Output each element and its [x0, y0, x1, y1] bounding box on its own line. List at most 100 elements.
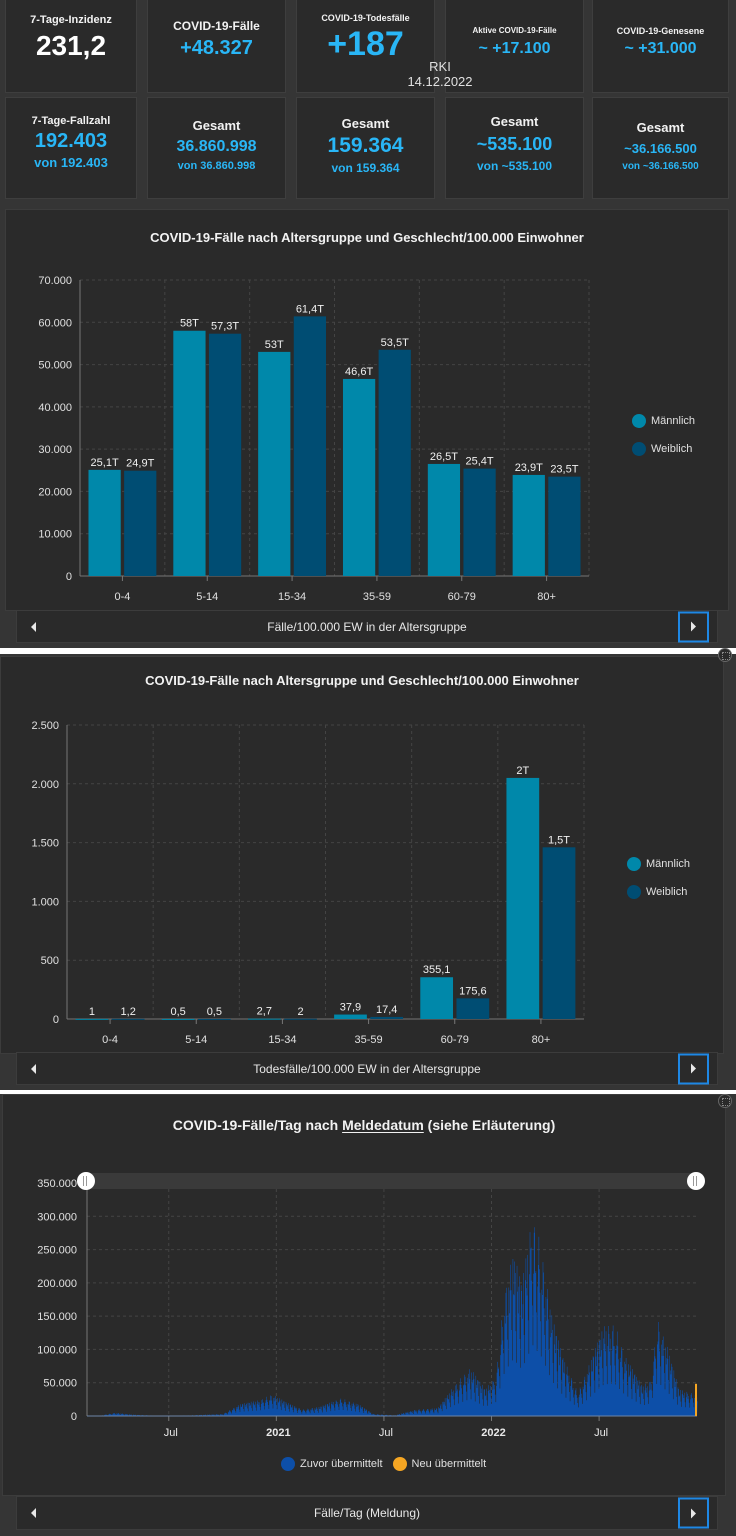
chart-legend: Männlich Weiblich — [632, 414, 695, 470]
chart-legend: Männlich Weiblich — [627, 857, 690, 913]
bar-female — [208, 333, 242, 576]
legend-item-new[interactable]: Neu übermittelt — [392, 1457, 486, 1471]
tile-label: Gesamt — [636, 120, 685, 135]
legend-item-male[interactable]: Männlich — [627, 857, 690, 871]
deaths-by-age-chart: 0 500 1.000 1.500 2.000 2.500 0-4 1 1,2 5-14 0,5 0,… — [31, 720, 585, 1046]
bar-female — [284, 1018, 317, 1020]
bar-male — [427, 463, 461, 576]
data-label: 2T — [516, 765, 529, 777]
data-label: 58T — [180, 318, 199, 330]
next-chart-button[interactable] — [678, 1497, 709, 1529]
fullscreen-icon[interactable] — [718, 1094, 732, 1108]
meldedatum-link[interactable]: Meldedatum — [342, 1117, 424, 1133]
data-label: 57,3T — [211, 321, 239, 333]
data-label: 1 — [89, 1006, 95, 1018]
data-label: 0,5 — [207, 1006, 222, 1018]
bar-female — [197, 1018, 231, 1020]
tile-sub: von 192.403 — [34, 155, 108, 170]
legend-item-female[interactable]: Weiblich — [627, 885, 690, 899]
legend-dot-new — [392, 1457, 407, 1471]
x-tick-label: Jul — [379, 1427, 393, 1439]
dashboard-section-daily: COVID-19-Fälle/Tag nach Meldedatum (sieh… — [0, 1094, 736, 1536]
tile-label: 7-Tage-Inzidenz — [30, 14, 112, 26]
data-label: 1,5T — [548, 834, 570, 846]
legend-dot-female — [632, 442, 646, 456]
tile-active: Aktive COVID-19-Fälle ~ +17.100 — [445, 0, 584, 93]
legend-dot-prior — [281, 1457, 295, 1471]
cases-by-age-chart: 0 10.000 20.000 30.000 40.000 50.000 60.000 70.… — [38, 275, 590, 603]
legend-label: Männlich — [651, 415, 696, 427]
y-tick-label: 300.000 — [37, 1211, 77, 1223]
x-tick-label: 5-14 — [196, 591, 218, 603]
chart-title: COVID-19-Fälle nach Altersgruppe und Ges… — [150, 230, 584, 245]
tile-value: ~36.166.500 — [624, 141, 697, 156]
x-tick-label: 35-59 — [355, 1034, 383, 1046]
time-range-slider[interactable] — [87, 1173, 699, 1189]
chart-title: COVID-19-Fälle/Tag nach Meldedatum (sieh… — [3, 1117, 725, 1133]
tile-value: 159.364 — [327, 134, 404, 157]
y-tick-label: 0 — [53, 1014, 59, 1026]
bar-female — [293, 316, 327, 576]
y-tick-label: 30.000 — [38, 444, 72, 456]
y-tick-label: 20.000 — [38, 486, 72, 498]
fullscreen-icon[interactable] — [718, 648, 732, 662]
tile-sub: von ~36.166.500 — [622, 161, 699, 172]
bar-female — [463, 468, 496, 576]
data-label: 175,6 — [459, 985, 487, 997]
x-tick-label: 0-4 — [102, 1034, 118, 1046]
range-start-handle[interactable] — [77, 1172, 95, 1190]
range-end-handle[interactable] — [687, 1172, 705, 1190]
previous-chart-button[interactable] — [25, 617, 41, 637]
legend-label: Weiblich — [651, 443, 693, 455]
tile-incidence: 7-Tage-Inzidenz 231,2 — [5, 0, 137, 93]
date-label: 14.12.2022 — [407, 74, 473, 89]
bar-male — [334, 1014, 367, 1019]
legend-item-female[interactable]: Weiblich — [632, 442, 695, 456]
daily-cases-chart: 0 50.000 100.000 150.000 200.000 250.000 300.0… — [37, 1178, 698, 1439]
data-label: 53T — [265, 339, 284, 351]
data-label: 61,4T — [296, 303, 324, 315]
tile-value: ~ +17.100 — [478, 40, 551, 57]
footer-caption: Fälle/Tag (Meldung) — [313, 1506, 421, 1520]
bar-male — [420, 977, 454, 1019]
legend-dot-male — [632, 414, 646, 428]
separator — [0, 1090, 736, 1094]
legend-item-male[interactable]: Männlich — [632, 414, 695, 428]
tile-value: 231,2 — [35, 30, 107, 61]
data-label: 2 — [297, 1006, 303, 1018]
y-tick-label: 1.000 — [31, 896, 59, 908]
source-label: RKI — [429, 59, 451, 74]
series-prior-area — [87, 1227, 698, 1416]
chart-panel-cases-by-age: COVID-19-Fälle nach Altersgruppe und Ges… — [5, 209, 729, 611]
legend-dot-female — [627, 885, 641, 899]
y-tick-label: 2.500 — [31, 720, 59, 732]
next-chart-button[interactable] — [678, 611, 709, 642]
y-tick-label: 350.000 — [37, 1178, 77, 1190]
data-label: 37,9 — [340, 1002, 361, 1014]
legend-item-prior[interactable]: Zuvor übermittelt — [281, 1457, 383, 1471]
tile-recovered-total: Gesamt ~36.166.500 von ~36.166.500 — [592, 97, 729, 199]
data-label: 1,2 — [121, 1006, 136, 1018]
next-chart-button[interactable] — [678, 1053, 709, 1084]
tile-cases: COVID-19-Fälle +48.327 — [147, 0, 286, 93]
bar-female — [111, 1018, 145, 1020]
chart-panel-daily-cases: COVID-19-Fälle/Tag nach Meldedatum (sieh… — [2, 1094, 726, 1496]
y-tick-label: 150.000 — [37, 1311, 77, 1323]
data-label: 26,5T — [430, 451, 458, 463]
tile-sub: von ~535.100 — [476, 159, 553, 173]
tile-sub: von 36.860.998 — [177, 160, 256, 172]
bar-female — [378, 349, 411, 576]
legend-label: Zuvor übermittelt — [300, 1458, 383, 1470]
data-label: 24,9T — [126, 458, 154, 470]
chart-legend: Zuvor übermittelt Neu übermittelt — [281, 1457, 486, 1485]
tile-label: COVID-19-Todesfälle — [321, 13, 410, 23]
bar-female — [542, 847, 576, 1019]
previous-chart-button[interactable] — [25, 1503, 41, 1523]
bar-female — [370, 1016, 404, 1019]
tile-recovered: COVID-19-Genesene ~ +31.000 — [592, 0, 729, 93]
previous-chart-button[interactable] — [25, 1059, 41, 1079]
tile-label: 7-Tage-Fallzahl — [31, 115, 111, 127]
x-tick-label: 2022 — [481, 1427, 505, 1439]
x-tick-label: Jul — [164, 1427, 178, 1439]
y-tick-label: 40.000 — [38, 402, 72, 414]
